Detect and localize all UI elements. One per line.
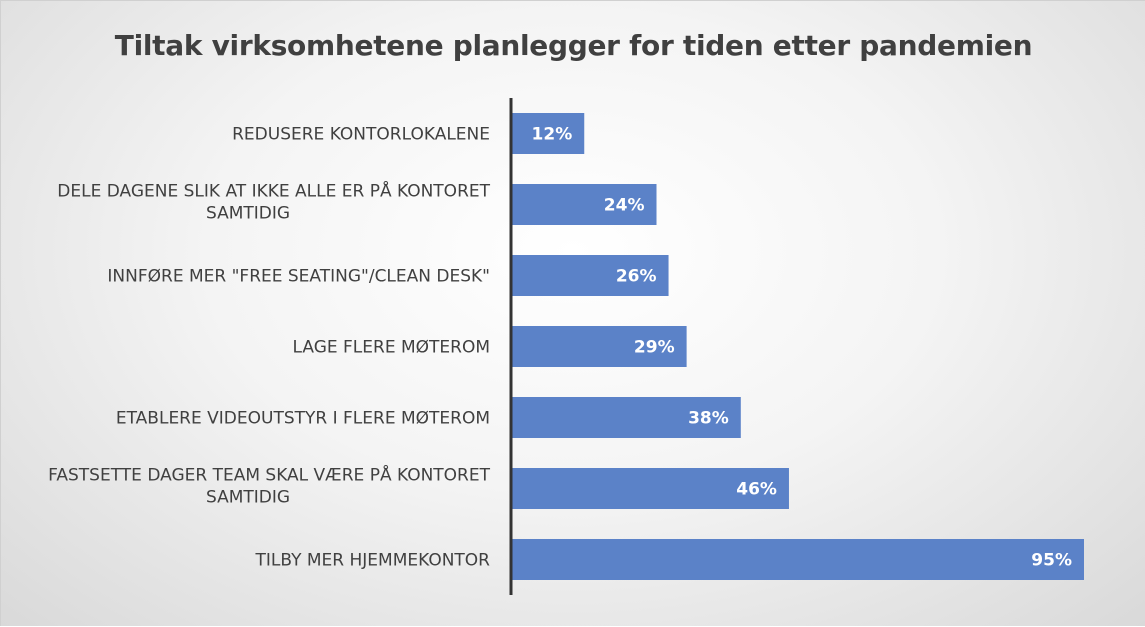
category-label: INNFØRE MER "FREE SEATING"/CLEAN DESK": [107, 267, 490, 287]
data-label: 95%: [1031, 551, 1072, 571]
category-label: SAMTIDIG: [206, 488, 290, 508]
chart-title: Tiltak virksomhetene planlegger for tide…: [114, 29, 1033, 62]
bar: [512, 539, 1084, 580]
data-label: 12%: [532, 125, 573, 145]
data-label: 26%: [616, 267, 657, 287]
bar: [512, 255, 669, 296]
category-label: ETABLERE VIDEOUTSTYR I FLERE MØTEROM: [116, 409, 490, 429]
data-label: 46%: [736, 480, 777, 500]
bar: [512, 397, 741, 438]
category-label: LAGE FLERE MØTEROM: [293, 338, 491, 358]
bar: [512, 184, 657, 225]
data-label: 29%: [634, 338, 675, 358]
category-label: DELE DAGENE SLIK AT IKKE ALLE ER PÅ KONT…: [57, 180, 490, 202]
bar: [512, 326, 687, 367]
category-label: SAMTIDIG: [206, 204, 290, 224]
bar: [512, 113, 585, 154]
category-label: FASTSETTE DAGER TEAM SKAL VÆRE PÅ KONTOR…: [48, 464, 490, 486]
bar: [512, 468, 789, 509]
category-label: REDUSERE KONTORLOKALENE: [232, 125, 490, 145]
data-label: 24%: [604, 196, 645, 216]
category-label: TILBY MER HJEMMEKONTOR: [254, 551, 490, 571]
data-label: 38%: [688, 409, 729, 429]
